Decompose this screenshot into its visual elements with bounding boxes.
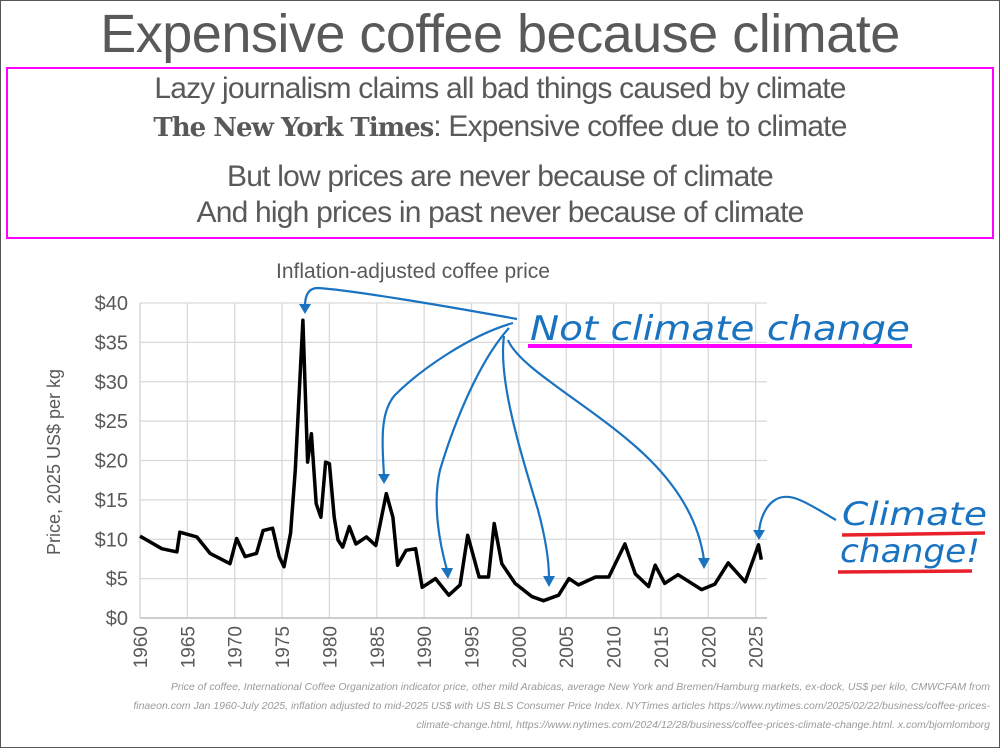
arrowhead-icon [753, 530, 765, 540]
y-tick-label: $30 [95, 372, 128, 394]
y-axis-label: Price, 2025 US$ per kg [44, 369, 64, 555]
arrowhead-icon [378, 474, 390, 484]
slide-title: Expensive coffee because climate [100, 4, 900, 64]
x-tick-label: 1970 [226, 626, 247, 668]
arrow-to-2025-peak [757, 495, 837, 533]
x-tick-label: 1975 [273, 626, 294, 668]
source-footnote: Price of coffee, International Coffee Or… [10, 678, 990, 735]
footnote-line-1: Price of coffee, International Coffee Or… [170, 681, 990, 693]
price-line [139, 318, 764, 603]
arrowheads [299, 304, 765, 587]
claims-box: Lazy journalism claims all bad things ca… [6, 67, 994, 239]
inflation-label: Inflation-adjusted coffee price [276, 260, 550, 283]
x-tick-label: 1980 [320, 626, 341, 668]
claim-line-2: The New York Times: Expensive coffee due… [8, 109, 992, 146]
nyt-logo: The New York Times [153, 113, 434, 143]
arrowhead-icon [441, 568, 453, 579]
climate-underline-1 [841, 531, 986, 537]
claim-line-3: But low prices are never because of clim… [227, 160, 774, 193]
arrowhead-icon [698, 558, 710, 569]
arrow-to-2002-low [501, 335, 551, 579]
y-tick-label: $5 [106, 569, 128, 591]
climate-label-line-1: Climate [842, 495, 987, 533]
y-tick-label: $25 [95, 411, 128, 433]
x-tick-label: 2010 [605, 626, 626, 668]
footnote-line-3: climate-change.html, https://www.nytimes… [416, 719, 990, 731]
y-tick-label: $10 [95, 529, 128, 551]
arrow-to-2019-low [506, 339, 706, 561]
arrowhead-icon [299, 304, 311, 314]
claim-line-1: Lazy journalism claims all bad things ca… [154, 72, 846, 105]
y-tick-label: $20 [95, 451, 128, 473]
x-tick-labels: 1960 1965 1970 1975 1980 1985 1990 1995 2000 2005… [131, 626, 768, 668]
y-tick-label: $15 [95, 490, 128, 512]
y-tick-label: $35 [95, 332, 128, 354]
not-climate-change-label: Not climate change [530, 309, 910, 349]
y-tick-labels: $0 $5 $10 $15 $20 $25 $30 $35 $40 [95, 293, 128, 630]
x-tick-label: 1960 [131, 626, 152, 668]
y-tick-label: $40 [95, 293, 128, 315]
annotation-arrows [303, 286, 837, 579]
x-tick-label: 1990 [415, 626, 436, 668]
arrow-to-1977-peak [303, 286, 518, 321]
y-tick-label: $0 [106, 608, 128, 630]
x-tick-label: 1965 [178, 626, 199, 668]
arrowhead-icon [543, 576, 555, 587]
x-tick-label: 2005 [557, 626, 578, 668]
arrow-to-1986-peak [381, 321, 514, 477]
climate-label-line-2: change! [840, 532, 980, 570]
x-tick-label: 2000 [510, 626, 531, 668]
x-tick-label: 1985 [368, 626, 389, 668]
claim-line-2-text: : Expensive coffee due to climate [433, 110, 847, 143]
x-tick-label: 2020 [699, 626, 720, 668]
x-tick-label: 2025 [747, 626, 768, 668]
arrow-to-1992-low [435, 327, 510, 571]
claim-line-4: And high prices in past never because of… [196, 196, 805, 229]
x-tick-label: 1995 [462, 626, 483, 668]
climate-underline-2 [837, 569, 973, 574]
x-tick-label: 2015 [652, 626, 673, 668]
footnote-line-2: finaeon.com Jan 1960-July 2025, inflatio… [133, 700, 990, 712]
